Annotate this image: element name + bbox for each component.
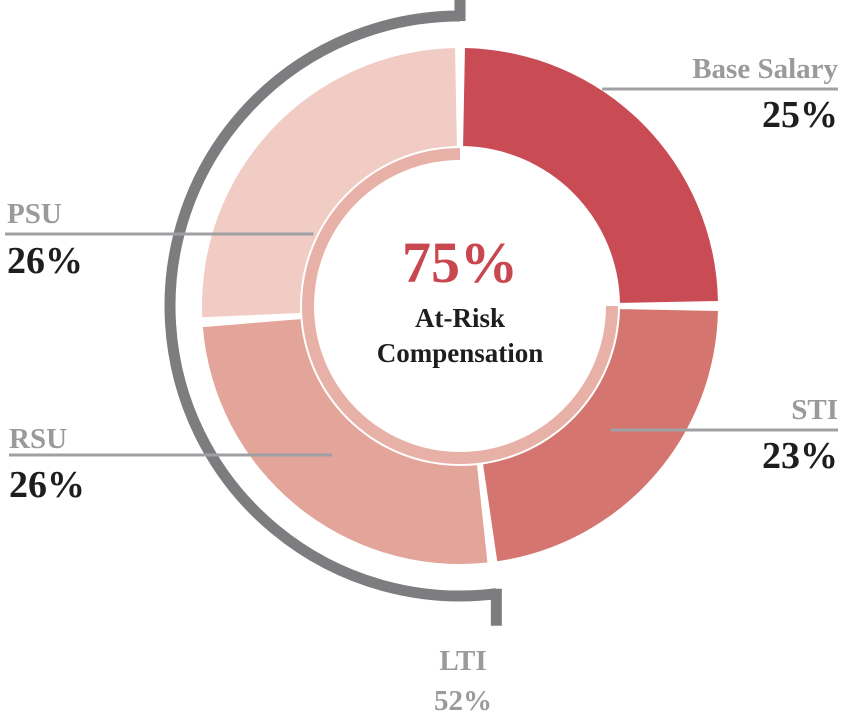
label-lti-name: LTI [439, 645, 486, 677]
segment-base-salary [463, 48, 718, 303]
label-psu-value: 26% [7, 240, 83, 282]
label-base-salary-value: 25% [762, 94, 838, 136]
segment-rsu [202, 319, 488, 564]
center-line-2: Compensation [377, 338, 544, 368]
segment-psu [202, 48, 457, 318]
label-rsu-value: 26% [9, 464, 85, 506]
label-psu-name: PSU [7, 198, 62, 230]
outer-ring-group [202, 48, 718, 564]
lti-bracket-group [164, 0, 502, 626]
label-lti-value: 52% [434, 685, 492, 717]
label-sti-name: STI [791, 394, 838, 426]
leader-lines-group [5, 87, 838, 457]
label-sti-value: 23% [762, 435, 838, 477]
label-base-salary-name: Base Salary [692, 53, 838, 85]
label-rsu-name: RSU [9, 423, 67, 455]
segment-sti [483, 309, 718, 562]
center-line-1: At-Risk [415, 303, 505, 333]
center-value: 75% [402, 230, 518, 295]
lti-bracket-arc [164, 10, 498, 602]
